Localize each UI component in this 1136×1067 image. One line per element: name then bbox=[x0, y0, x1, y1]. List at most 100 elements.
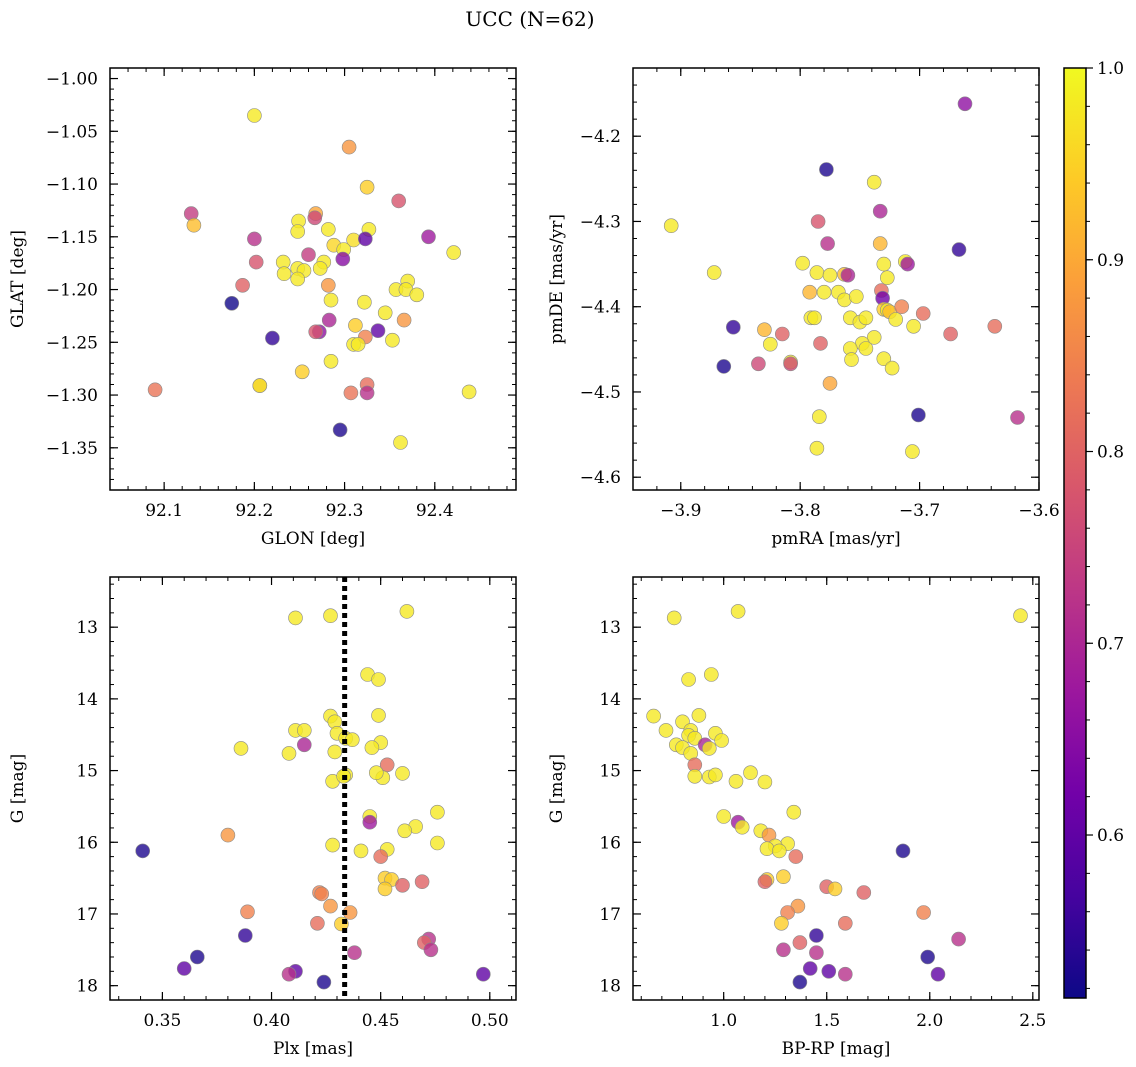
data-point bbox=[399, 604, 415, 619]
panel-1: 92.1 92.2 92.3 92.4 −1.35 −1.30 −1.25 −1.20 −1.1… bbox=[8, 67, 517, 549]
y-tick-label: −4.6 bbox=[580, 468, 621, 488]
data-point bbox=[856, 885, 872, 900]
data-point bbox=[359, 385, 375, 401]
data-point bbox=[370, 323, 386, 339]
data-point bbox=[294, 364, 310, 380]
data-point bbox=[357, 294, 372, 310]
data-point bbox=[816, 284, 832, 300]
data-point bbox=[866, 330, 882, 345]
data-point bbox=[708, 767, 723, 783]
colorbar-tick-label: 0.7 bbox=[1097, 634, 1124, 654]
data-point bbox=[414, 874, 430, 890]
data-point bbox=[186, 217, 202, 233]
data-point bbox=[373, 849, 389, 864]
data-point bbox=[809, 265, 825, 280]
data-point bbox=[916, 905, 931, 920]
x-tick-label: 2.0 bbox=[916, 1011, 943, 1031]
x-tick-label: 92.1 bbox=[145, 501, 183, 521]
data-point bbox=[810, 214, 826, 229]
data-point bbox=[364, 740, 380, 755]
data-point bbox=[821, 963, 837, 979]
data-point bbox=[343, 385, 359, 401]
y-tick-label: 13 bbox=[76, 618, 98, 638]
data-point bbox=[716, 809, 732, 824]
y-tick-label: −1.20 bbox=[46, 281, 98, 301]
panel-4: 1.0 1.5 2.0 2.5 13 14 15 16 17 18 BP-RP [mag] G [ma… bbox=[547, 576, 1046, 1059]
y-tick-label: −1.00 bbox=[46, 70, 98, 90]
data-point bbox=[802, 961, 818, 976]
data-point bbox=[396, 312, 412, 328]
data-point bbox=[876, 256, 892, 272]
x-tick-label: 0.40 bbox=[253, 1011, 291, 1031]
data-point bbox=[332, 422, 348, 438]
data-point bbox=[377, 881, 393, 897]
panel-2: −3.9 −3.8 −3.7 −3.6 −4.6 −4.5 −4.4 −4.3 −4.2 pmRA… bbox=[547, 67, 1060, 549]
data-point bbox=[314, 886, 330, 902]
x-axis-label: BP-RP [mag] bbox=[782, 1039, 891, 1059]
data-point bbox=[281, 966, 297, 982]
data-point bbox=[393, 435, 408, 450]
data-point bbox=[822, 376, 838, 391]
data-point bbox=[357, 231, 373, 247]
data-point bbox=[321, 312, 337, 328]
data-point bbox=[906, 318, 921, 334]
panel-3: 0.35 0.40 0.45 0.50 13 14 15 16 17 18 Plx [mas] G [… bbox=[8, 576, 517, 1059]
data-point bbox=[872, 236, 888, 251]
data-point bbox=[730, 604, 746, 619]
data-point bbox=[951, 931, 966, 947]
y-tick-label: 18 bbox=[76, 977, 98, 997]
data-point bbox=[776, 942, 791, 958]
data-point bbox=[276, 266, 292, 282]
colorbar-tick-label: 0.9 bbox=[1097, 251, 1124, 271]
data-point bbox=[809, 440, 825, 456]
data-point bbox=[238, 928, 253, 943]
data-point bbox=[687, 768, 703, 784]
colorbar: 0.6 0.7 0.8 0.9 1.0 bbox=[1063, 59, 1124, 999]
x-tick-label: 1.5 bbox=[813, 1011, 840, 1031]
data-point bbox=[783, 356, 798, 372]
y-tick-label: −4.2 bbox=[580, 127, 621, 147]
y-tick-label: 16 bbox=[76, 833, 98, 853]
data-point bbox=[844, 352, 859, 367]
x-tick-label: 92.3 bbox=[326, 501, 364, 521]
axes-frame bbox=[109, 576, 517, 1001]
data-point bbox=[307, 210, 323, 226]
data-point bbox=[327, 744, 343, 760]
data-point bbox=[296, 723, 312, 738]
data-point bbox=[475, 966, 491, 982]
data-point bbox=[368, 765, 384, 781]
data-point bbox=[147, 382, 163, 398]
data-point bbox=[848, 289, 864, 304]
x-tick-label: 0.45 bbox=[362, 1011, 400, 1031]
data-point bbox=[895, 843, 911, 859]
data-point bbox=[837, 915, 853, 931]
data-point bbox=[430, 804, 445, 820]
data-point bbox=[341, 139, 357, 155]
data-point bbox=[240, 904, 255, 920]
x-tick-label: 1.0 bbox=[710, 1011, 737, 1031]
data-point bbox=[379, 757, 395, 773]
x-tick-label: −3.7 bbox=[899, 501, 940, 521]
data-point bbox=[176, 961, 192, 976]
data-point bbox=[888, 312, 904, 327]
data-point bbox=[301, 247, 316, 262]
figure-title: UCC (N=62) bbox=[465, 7, 594, 31]
data-point bbox=[325, 837, 340, 853]
colorbar-tick-label: 0.8 bbox=[1097, 443, 1124, 463]
y-tick-label: 14 bbox=[599, 690, 621, 710]
data-point bbox=[774, 915, 789, 931]
x-tick-label: 92.2 bbox=[235, 501, 273, 521]
data-point bbox=[728, 773, 744, 789]
y-tick-label: −1.35 bbox=[46, 439, 98, 459]
y-tick-label: 17 bbox=[599, 905, 621, 925]
axes-frame bbox=[109, 67, 517, 491]
data-point bbox=[395, 766, 410, 781]
data-point bbox=[866, 174, 882, 190]
data-point bbox=[247, 108, 262, 123]
data-point bbox=[819, 162, 834, 177]
data-point bbox=[811, 409, 827, 425]
data-point bbox=[706, 265, 722, 280]
data-point bbox=[248, 254, 264, 270]
y-tick-label: −1.15 bbox=[46, 228, 98, 248]
